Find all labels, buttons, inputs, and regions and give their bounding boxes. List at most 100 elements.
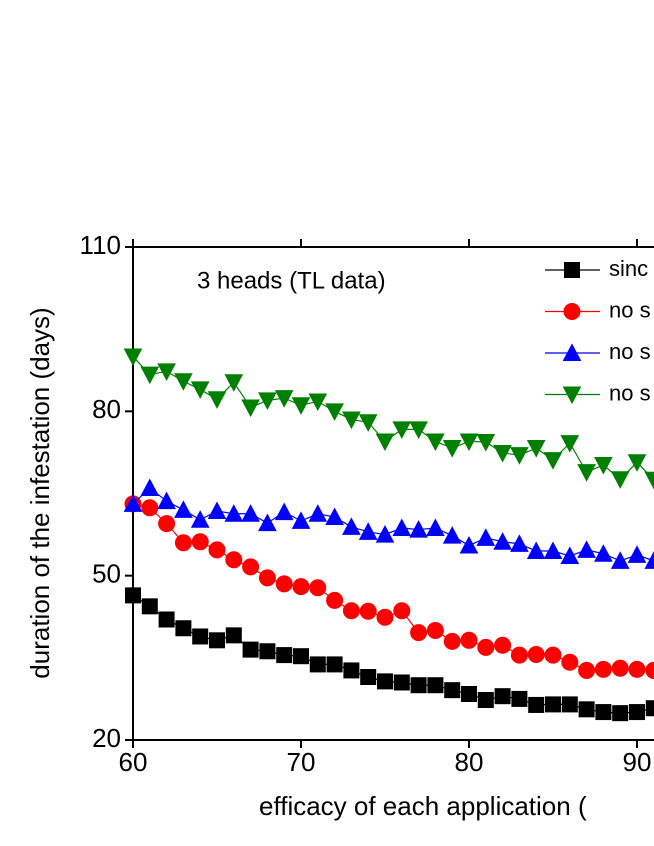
- marker: [125, 587, 141, 604]
- marker: [140, 366, 160, 385]
- marker: [545, 696, 561, 713]
- marker: [376, 608, 394, 626]
- series-line: [132, 356, 654, 481]
- marker: [644, 551, 654, 569]
- marker: [308, 504, 328, 522]
- y-tick-label: 80: [92, 394, 121, 424]
- marker: [610, 471, 630, 489]
- marker: [343, 662, 360, 679]
- marker: [610, 551, 630, 569]
- marker: [443, 632, 461, 650]
- x-axis-label: efficacy of each application (: [259, 791, 587, 821]
- marker: [476, 528, 496, 546]
- marker: [510, 534, 529, 552]
- y-axis-label: duration of the infestation (days): [25, 307, 55, 678]
- marker: [461, 685, 477, 702]
- marker: [477, 638, 495, 656]
- marker: [209, 632, 225, 649]
- marker: [241, 399, 260, 418]
- marker: [174, 534, 192, 552]
- marker: [291, 511, 311, 529]
- legend-label: sinc: [609, 256, 648, 281]
- marker: [225, 551, 243, 569]
- marker: [494, 688, 511, 705]
- marker: [375, 525, 395, 543]
- legend-label: no s: [609, 339, 651, 364]
- marker: [326, 591, 344, 609]
- marker: [393, 674, 410, 691]
- marker: [123, 494, 143, 512]
- marker: [594, 544, 613, 562]
- marker: [259, 643, 276, 660]
- marker: [276, 647, 293, 664]
- marker: [224, 374, 244, 392]
- marker: [242, 641, 259, 658]
- marker: [627, 545, 647, 563]
- marker: [409, 520, 428, 538]
- marker: [594, 660, 612, 678]
- marker: [528, 696, 545, 713]
- marker: [242, 558, 260, 576]
- marker: [577, 464, 596, 482]
- marker: [459, 535, 479, 554]
- marker: [627, 454, 647, 472]
- x-tick-label: 90: [623, 747, 652, 777]
- marker: [375, 433, 395, 452]
- marker: [612, 705, 629, 722]
- marker: [544, 646, 562, 664]
- x-tick-label: 80: [455, 747, 484, 777]
- marker: [561, 653, 579, 671]
- marker: [309, 656, 326, 673]
- marker: [645, 700, 654, 717]
- marker: [511, 690, 528, 707]
- marker: [578, 701, 595, 718]
- marker: [258, 513, 277, 532]
- marker: [526, 541, 546, 560]
- series-line: [132, 594, 654, 714]
- marker: [342, 517, 361, 535]
- marker: [190, 381, 210, 399]
- marker: [477, 692, 494, 709]
- marker: [476, 434, 496, 452]
- marker: [409, 421, 428, 439]
- marker: [123, 348, 143, 367]
- marker: [175, 620, 192, 637]
- marker: [510, 447, 529, 465]
- marker: [392, 421, 412, 439]
- y-tick-label: 20: [92, 723, 121, 753]
- marker: [292, 578, 310, 596]
- marker: [174, 373, 193, 391]
- marker: [224, 504, 244, 522]
- marker: [293, 648, 309, 665]
- legend-label: no s: [609, 297, 651, 322]
- marker: [427, 677, 444, 694]
- marker: [543, 452, 563, 470]
- marker: [426, 433, 445, 452]
- marker: [560, 435, 580, 453]
- legend-marker: [564, 262, 580, 278]
- marker: [493, 444, 512, 463]
- marker: [644, 471, 654, 490]
- marker: [359, 602, 377, 620]
- marker: [595, 704, 612, 721]
- marker: [510, 646, 528, 664]
- marker: [207, 501, 227, 520]
- marker: [141, 499, 159, 517]
- marker: [308, 393, 328, 412]
- marker: [191, 533, 209, 551]
- marker: [493, 532, 512, 550]
- marker: [442, 440, 462, 458]
- marker: [611, 659, 629, 677]
- marker: [140, 478, 160, 497]
- legend-marker: [563, 303, 581, 320]
- marker: [594, 457, 613, 475]
- marker: [527, 646, 545, 664]
- marker: [410, 624, 428, 642]
- marker: [459, 433, 479, 452]
- x-tick-label: 70: [287, 747, 316, 777]
- legend-marker: [562, 386, 582, 405]
- marker: [141, 598, 158, 615]
- marker: [393, 602, 411, 620]
